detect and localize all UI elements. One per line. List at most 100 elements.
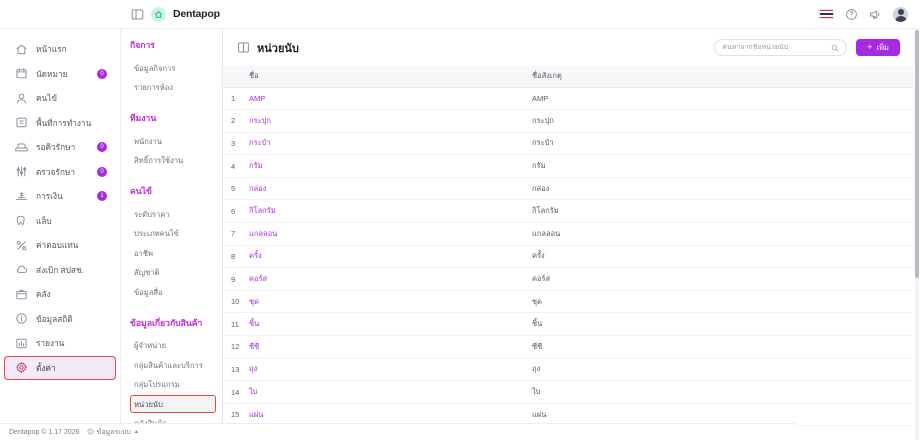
sidebar-item-11[interactable]: คลัง — [4, 282, 116, 307]
row-name-link[interactable]: ชิ้น — [249, 319, 260, 329]
plus-icon: + — [867, 42, 873, 52]
row-name-link[interactable]: ครั้ง — [249, 251, 262, 261]
sidebar-item-5[interactable]: รอคิวรักษา 0 — [4, 135, 116, 160]
row-name-link[interactable]: กรัม — [249, 161, 263, 171]
row-index: 7 — [223, 222, 249, 246]
table-row[interactable]: 11 ชิ้น ชิ้น — [223, 312, 913, 337]
sidebar-item-3[interactable]: คนไข้ — [4, 86, 116, 111]
sidebar-item-8[interactable]: แล็บ — [4, 209, 116, 234]
subnav-item[interactable]: กลุ่มโปรแกรม — [134, 380, 180, 389]
table-head: ชื่อ ชื่อสังเกตุ — [223, 66, 913, 88]
subnav-item[interactable]: สัญชาติ — [134, 268, 160, 277]
table-row[interactable]: 3 กระป๋า กระป๋า — [223, 132, 913, 156]
table-row[interactable]: 5 กล่อง กล่อง — [223, 177, 913, 201]
chevron-up-icon: ▲ — [133, 429, 139, 435]
sidebar-item-label: ส่งเบิก สปสช. — [36, 264, 84, 275]
table-row[interactable]: 6 กิโลกรัม กิโลกรัม — [223, 199, 913, 224]
sidebar-item-12[interactable]: ข้อมูลสถิติ — [4, 307, 116, 332]
footer-copyright: Dentapop © 1.17 2026 — [9, 428, 80, 436]
search-icon[interactable] — [831, 44, 839, 52]
table-row[interactable]: 15 แผ่น แผ่น — [223, 403, 913, 427]
sidebar-item-label: การเงิน — [36, 191, 63, 202]
row-alias: กรัม — [532, 154, 913, 178]
row-name-link[interactable]: กิโลกรัม — [249, 206, 276, 216]
subnav-item[interactable]: ประเภทคนไข้ — [134, 229, 179, 238]
row-name-link[interactable]: คอร์ส — [249, 274, 268, 284]
sidebar-badge: 0 — [97, 142, 107, 153]
sidebar-item-13[interactable]: รายงาน — [4, 331, 116, 356]
row-index: 8 — [223, 245, 249, 269]
sidebar-badge: 0 — [97, 166, 107, 177]
subnav-section-gap — [130, 98, 222, 111]
search-box[interactable] — [714, 39, 848, 56]
row-alias: ถุง — [532, 358, 913, 382]
table-row[interactable]: 12 ซีซี ซีซี — [223, 335, 913, 359]
subnav-item[interactable]: อาชีพ — [134, 248, 153, 258]
subnav-item[interactable]: ข้อมูลกิจการ — [134, 63, 176, 73]
row-name-link[interactable]: ชุด — [249, 296, 259, 306]
subnav-item[interactable]: สิทธิ์การใช้งาน — [134, 156, 184, 165]
info-circle-icon — [87, 428, 94, 437]
table-row[interactable]: 8 ครั้ง ครั้ง — [223, 245, 913, 269]
gear-icon — [15, 361, 28, 374]
page-title-group: หน่วยนับ — [237, 39, 299, 57]
sidebar-item-6[interactable]: ตรวจรักษา 0 — [4, 160, 116, 185]
user-avatar[interactable] — [893, 6, 908, 22]
add-button[interactable]: + เพิ่ม — [856, 39, 900, 56]
sidebar-item-label: ตั้งค่า — [36, 362, 56, 373]
row-alias: กิโลกรัม — [532, 199, 913, 224]
page-header: หน่วยนับ + เพิ่ม — [223, 29, 920, 66]
column-header-name: ชื่อ — [249, 66, 532, 88]
table-row[interactable]: 4 กรัม กรัม — [223, 154, 913, 178]
subnav-item[interactable]: กลุ่มสินค้าและบริการ — [134, 360, 203, 370]
table-row[interactable]: 13 ถุง ถุง — [223, 358, 913, 382]
subnav-item[interactable]: ระดับราคา — [134, 209, 170, 219]
subnav-item[interactable]: รายการห้อง — [134, 83, 174, 92]
row-index: 10 — [223, 290, 249, 314]
row-index: 14 — [223, 380, 249, 404]
row-name-link[interactable]: กล่อง — [249, 183, 267, 193]
table-row[interactable]: 10 ชุด ชุด — [223, 290, 913, 314]
row-name-link[interactable]: แกลลอน — [249, 228, 278, 238]
table-row[interactable]: 9 คอร์ส คอร์ส — [223, 267, 913, 291]
scrollbar-thumb[interactable] — [915, 30, 919, 278]
subnav-item[interactable]: หน่วยนับ — [130, 395, 216, 413]
column-header-index — [223, 66, 249, 88]
sidebar-item-2[interactable]: นัดหมาย 0 — [4, 62, 116, 87]
thai-flag-icon[interactable] — [819, 9, 834, 19]
vertical-scrollbar[interactable] — [915, 30, 919, 440]
table-row[interactable]: 14 ใบ ใบ — [223, 380, 913, 404]
search-input[interactable] — [722, 44, 832, 51]
sidebar-item-14[interactable]: ตั้งค่า — [4, 355, 116, 380]
subnav-item[interactable]: ข้อมูลสื่อ — [134, 287, 163, 297]
row-name-link[interactable]: แผ่น — [249, 409, 264, 419]
row-name-link[interactable]: ถุง — [249, 364, 258, 374]
subnav-item[interactable]: ผู้จำหน่าย — [134, 341, 167, 350]
app-title: Dentapop — [173, 8, 220, 20]
table-row[interactable]: 2 กระปุก กระปุก — [223, 109, 913, 133]
megaphone-icon[interactable] — [869, 8, 882, 21]
home-badge-icon[interactable] — [151, 6, 166, 22]
footer-sysinfo-label: ข้อมูลระบบ — [96, 428, 131, 436]
sidebar-item-7[interactable]: การเงิน 1 — [4, 184, 116, 209]
sidebar-item-10[interactable]: ส่งเบิก สปสช. — [4, 258, 116, 283]
sidebar-item-4[interactable]: พื้นที่การทำงาน — [4, 111, 116, 136]
footer-sysinfo[interactable]: ข้อมูลระบบ ▲ — [87, 427, 139, 438]
panel-toggle-icon[interactable] — [131, 8, 144, 21]
user-icon — [15, 92, 28, 105]
units-table: ชื่อ ชื่อสังเกตุ 1 AMP AMP 2 กระปุก กระปุก 3 กร… — [223, 66, 913, 427]
row-name-cell: กิโลกรัม — [249, 199, 532, 224]
row-name-link[interactable]: กระปุก — [249, 115, 271, 125]
sidebar-item-1[interactable]: หน้าแรก — [4, 37, 116, 62]
sidebar-item-9[interactable]: ค่าตอบแทน — [4, 233, 116, 258]
subnav-item[interactable]: พนักงาน — [134, 136, 162, 146]
row-name-link[interactable]: กระป๋า — [249, 138, 271, 148]
table-row[interactable]: 1 AMP AMP — [223, 87, 913, 111]
question-circle-icon[interactable] — [845, 8, 858, 21]
row-index: 5 — [223, 177, 249, 201]
sidebar-badge: 0 — [97, 68, 107, 79]
row-name-link[interactable]: AMP — [249, 93, 266, 103]
row-name-link[interactable]: ใบ — [249, 387, 258, 397]
row-name-link[interactable]: ซีซี — [249, 341, 260, 351]
table-row[interactable]: 7 แกลลอน แกลลอน — [223, 222, 913, 246]
